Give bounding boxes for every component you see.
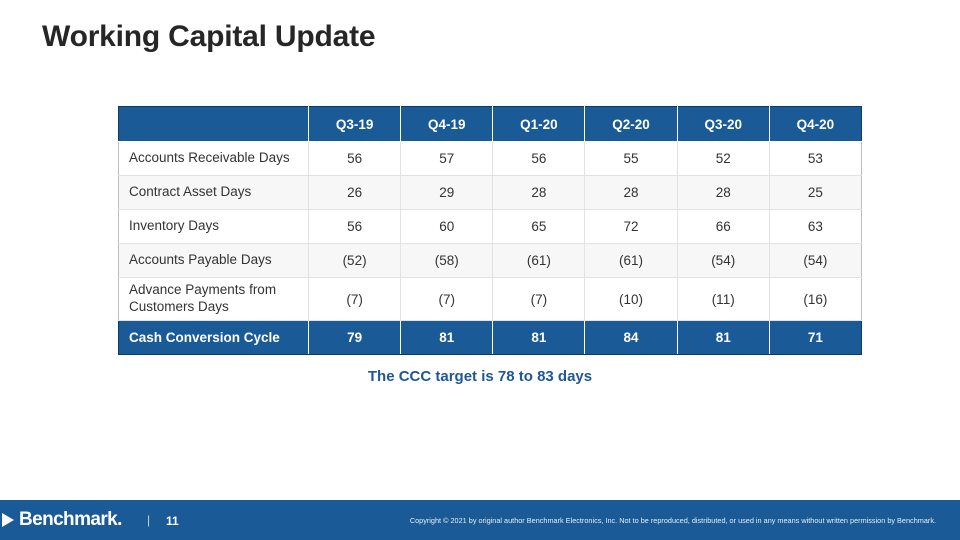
row-label: Accounts Payable Days xyxy=(118,243,309,278)
copyright-notice: Copyright © 2021 by original author Benc… xyxy=(409,516,936,525)
table-cell: 55 xyxy=(584,141,678,176)
table-cell: 60 xyxy=(400,209,494,244)
table-cell: (11) xyxy=(676,277,770,321)
table-row: Inventory Days 56 60 65 72 66 63 xyxy=(118,209,863,244)
page-title: Working Capital Update xyxy=(42,20,376,53)
table-cell: (7) xyxy=(307,277,402,321)
table-row: Accounts Receivable Days 56 57 56 55 52 … xyxy=(118,141,863,176)
total-cell: 71 xyxy=(768,320,863,355)
table-cell: 28 xyxy=(492,175,586,210)
total-cell: 81 xyxy=(400,320,494,355)
table-cell: (7) xyxy=(492,277,586,321)
row-label: Accounts Receivable Days xyxy=(118,141,309,176)
benchmark-logo: Benchmark. xyxy=(19,509,122,530)
table-cell: (16) xyxy=(768,277,863,321)
table-cell: 29 xyxy=(400,175,494,210)
table-cell: 56 xyxy=(307,141,402,176)
table-cell: 26 xyxy=(307,175,402,210)
ccc-target-note: The CCC target is 78 to 83 days xyxy=(367,368,593,385)
footer-separator: | xyxy=(147,513,151,527)
row-label: Inventory Days xyxy=(118,209,309,244)
table-cell: (7) xyxy=(400,277,494,321)
table-cell: (54) xyxy=(768,243,863,278)
table-cell: (10) xyxy=(584,277,678,321)
table-cell: 72 xyxy=(584,209,678,244)
footer-bar: Benchmark. | 11 Copyright © 2021 by orig… xyxy=(0,500,960,540)
table-cell: (58) xyxy=(400,243,494,278)
header-cell: Q2-20 xyxy=(584,106,678,142)
total-cell: 79 xyxy=(307,320,402,355)
table-cell: 53 xyxy=(768,141,863,176)
header-cell: Q3-20 xyxy=(676,106,770,142)
working-capital-table: Q3-19 Q4-19 Q1-20 Q2-20 Q3-20 Q4-20 Acco… xyxy=(118,106,863,355)
header-cell: Q3-19 xyxy=(307,106,402,142)
table-cell: 28 xyxy=(584,175,678,210)
table-cell: 25 xyxy=(768,175,863,210)
table-row: Accounts Payable Days (52) (58) (61) (61… xyxy=(118,243,863,278)
header-cell: Q4-19 xyxy=(400,106,494,142)
table-cell: (52) xyxy=(307,243,402,278)
table-cell: 52 xyxy=(676,141,770,176)
table-row: Contract Asset Days 26 29 28 28 28 25 xyxy=(118,175,863,210)
header-cell xyxy=(118,106,309,142)
page-number: 11 xyxy=(166,514,179,528)
table-cell: 57 xyxy=(400,141,494,176)
total-label: Cash Conversion Cycle xyxy=(118,320,309,355)
table-cell: 63 xyxy=(768,209,863,244)
table-cell: (61) xyxy=(492,243,586,278)
total-cell: 81 xyxy=(492,320,586,355)
table-cell: 65 xyxy=(492,209,586,244)
header-cell: Q4-20 xyxy=(768,106,863,142)
total-cell: 81 xyxy=(676,320,770,355)
table-cell: 66 xyxy=(676,209,770,244)
table-total-row: Cash Conversion Cycle 79 81 81 84 81 71 xyxy=(118,320,863,355)
table-cell: (61) xyxy=(584,243,678,278)
benchmark-logo-arrow-icon xyxy=(2,513,14,527)
table-cell: 28 xyxy=(676,175,770,210)
table-header-row: Q3-19 Q4-19 Q1-20 Q2-20 Q3-20 Q4-20 xyxy=(118,106,863,142)
row-label: Advance Payments from Customers Days xyxy=(118,277,309,321)
header-cell: Q1-20 xyxy=(492,106,586,142)
total-cell: 84 xyxy=(584,320,678,355)
table-cell: 56 xyxy=(307,209,402,244)
table-cell: (54) xyxy=(676,243,770,278)
table-cell: 56 xyxy=(492,141,586,176)
row-label: Contract Asset Days xyxy=(118,175,309,210)
table-row: Advance Payments from Customers Days (7)… xyxy=(118,277,863,321)
